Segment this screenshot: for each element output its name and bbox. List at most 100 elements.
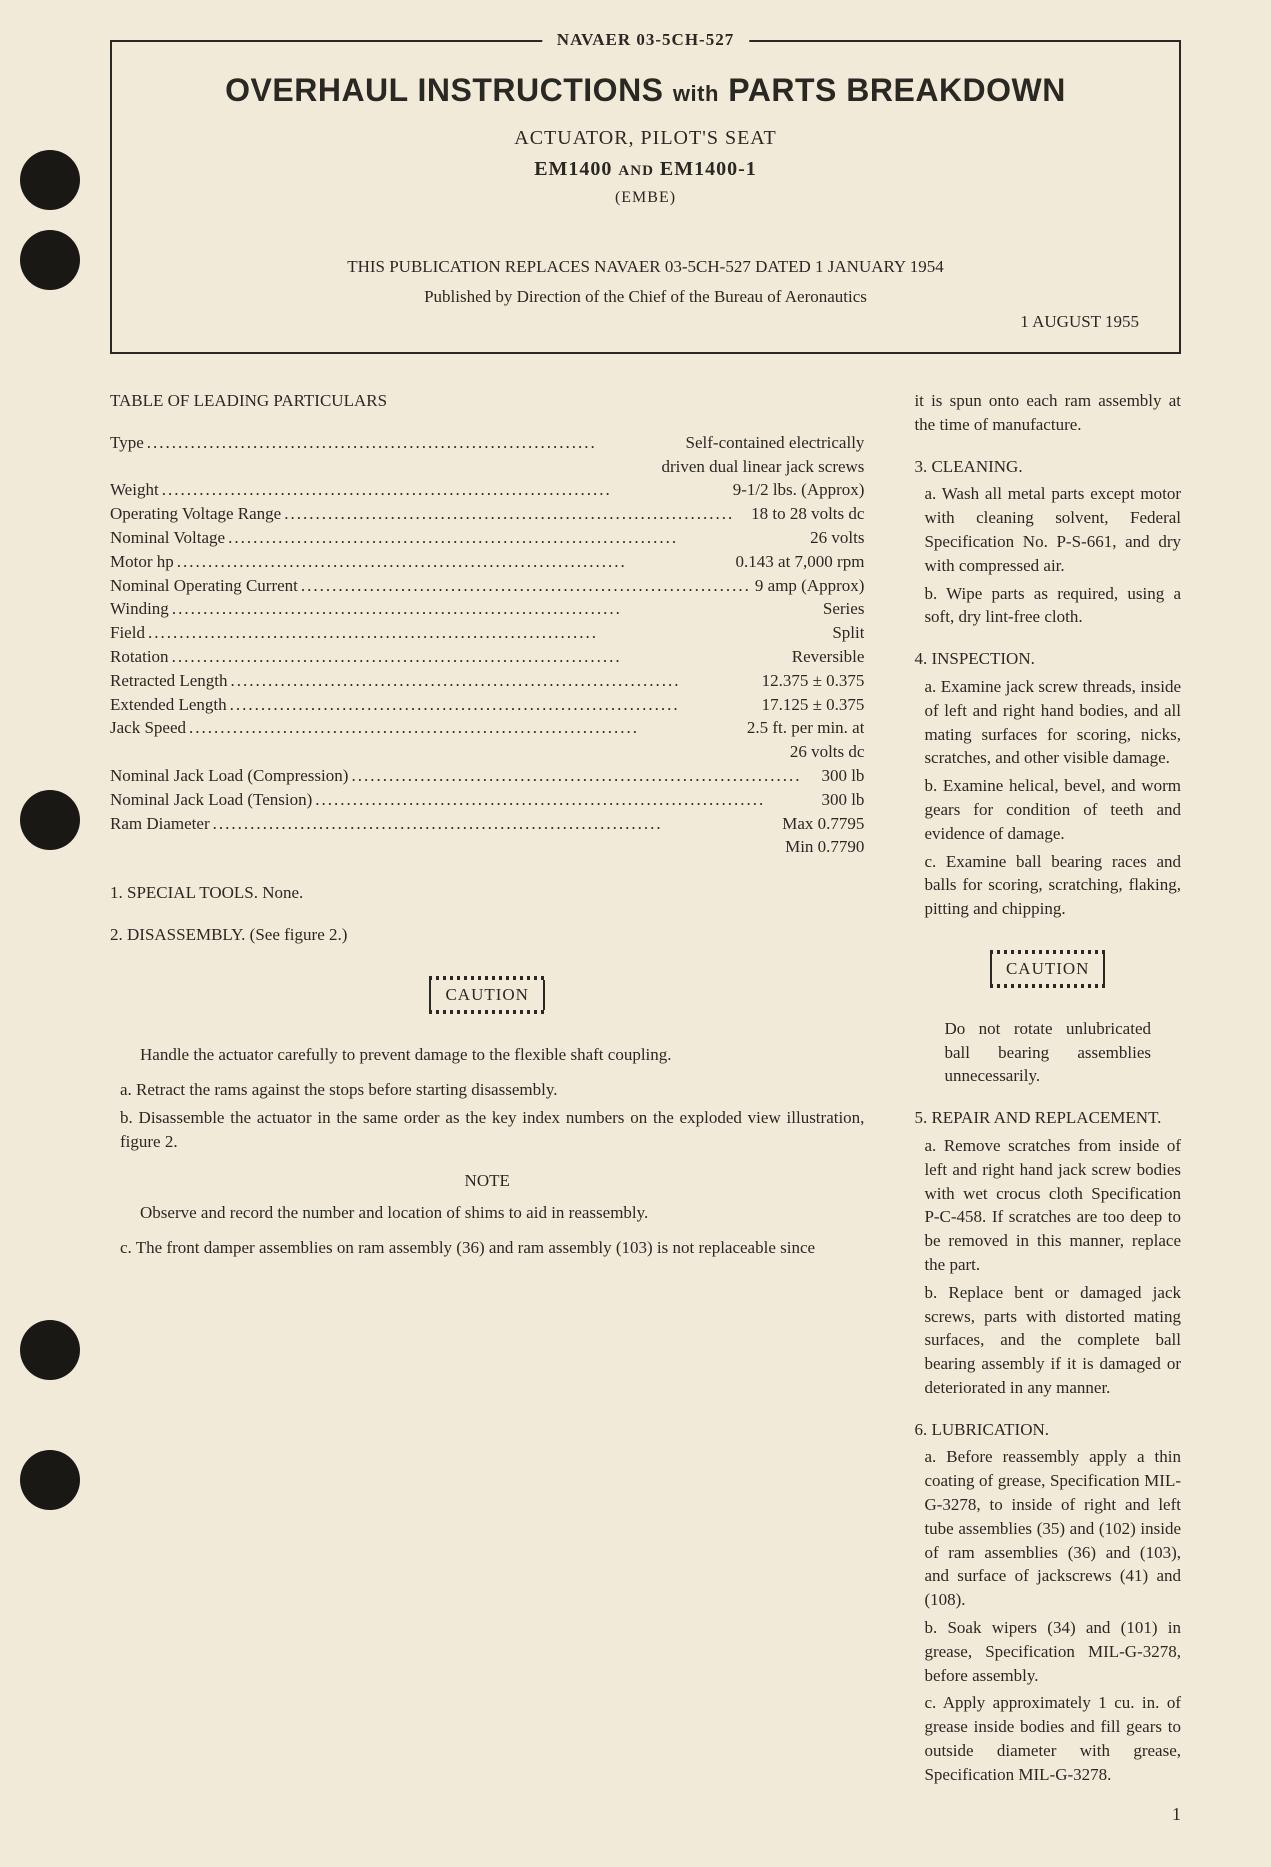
particular-row: Operating Voltage Range 18 to 28 volts dc <box>110 502 864 526</box>
section-6b: b. Soak wipers (34) and (101) in grease,… <box>914 1616 1181 1687</box>
particular-value: 9-1/2 lbs. (Approx) <box>729 478 865 502</box>
particular-row: Retracted Length 12.375 ± 0.375 <box>110 669 864 693</box>
title-part-2: PARTS BREAKDOWN <box>728 72 1066 108</box>
particular-value: 12.375 ± 0.375 <box>758 669 865 693</box>
section-3b: b. Wipe parts as required, using a soft,… <box>914 582 1181 630</box>
particular-label: Motor hp <box>110 550 627 574</box>
particular-continuation: 26 volts dc <box>110 740 864 764</box>
section-3: 3. CLEANING. <box>914 455 1181 479</box>
and-text: AND <box>618 163 654 179</box>
subtitle-mfr: (EMBE) <box>152 189 1139 207</box>
particular-continuation: driven dual linear jack screws <box>110 455 864 479</box>
particular-value: Max 0.7795 <box>778 812 864 836</box>
particular-row: Jack Speed 2.5 ft. per min. at <box>110 716 864 740</box>
particular-label: Extended Length <box>110 693 680 717</box>
section-4a: a. Examine jack screw threads, inside of… <box>914 675 1181 770</box>
right-column: it is spun onto each ram assembly at the… <box>914 389 1181 1827</box>
particular-label: Type <box>110 431 597 455</box>
section-2b: b. Disassemble the actuator in the same … <box>110 1106 864 1154</box>
subtitle-component: ACTUATOR, PILOT'S SEAT <box>152 127 1139 150</box>
page-number: 1 <box>914 1802 1181 1827</box>
note-text: Observe and record the number and locati… <box>110 1201 864 1225</box>
particulars-title: TABLE OF LEADING PARTICULARS <box>110 389 864 413</box>
particular-label: Ram Diameter <box>110 812 663 836</box>
caution-box-2: CAUTION <box>990 951 1106 987</box>
section-2c-cont: it is spun onto each ram assembly at the… <box>914 389 1181 437</box>
section-5: 5. REPAIR AND REPLACEMENT. <box>914 1106 1181 1130</box>
particular-label: Jack Speed <box>110 716 639 740</box>
particular-label: Nominal Operating Current <box>110 574 751 598</box>
publisher-line: Published by Direction of the Chief of t… <box>152 287 1139 307</box>
particular-row: Motor hp 0.143 at 7,000 rpm <box>110 550 864 574</box>
punch-hole <box>20 1320 80 1380</box>
section-1: 1. SPECIAL TOOLS. None. <box>110 881 864 905</box>
particular-label: Nominal Voltage <box>110 526 678 550</box>
particular-label: Retracted Length <box>110 669 681 693</box>
particular-row: Nominal Jack Load (Compression)300 lb <box>110 764 864 788</box>
section-5a: a. Remove scratches from inside of left … <box>914 1134 1181 1277</box>
punch-hole <box>20 1450 80 1510</box>
particular-continuation: Min 0.7790 <box>110 835 864 859</box>
model-1: EM1400 <box>534 158 612 180</box>
particular-row: Weight 9-1/2 lbs. (Approx) <box>110 478 864 502</box>
particular-value: Self-contained electrically <box>682 431 865 455</box>
section-2a: a. Retract the rams against the stops be… <box>110 1078 864 1102</box>
particular-value: Split <box>828 621 864 645</box>
model-2: EM1400-1 <box>660 158 757 180</box>
particular-row: Field Split <box>110 621 864 645</box>
section-4: 4. INSPECTION. <box>914 647 1181 671</box>
publication-date: 1 AUGUST 1955 <box>152 312 1139 332</box>
section-3a: a. Wash all metal parts except motor wit… <box>914 482 1181 577</box>
main-title: OVERHAUL INSTRUCTIONS with PARTS BREAKDO… <box>152 72 1139 109</box>
particular-label: Nominal Jack Load (Tension) <box>110 788 765 812</box>
particular-row: Winding Series <box>110 597 864 621</box>
section-2c: c. The front damper assemblies on ram as… <box>110 1236 864 1260</box>
particular-label: Rotation <box>110 645 622 669</box>
particular-value: 26 volts <box>806 526 864 550</box>
particular-row: Nominal Jack Load (Tension) 300 lb <box>110 788 864 812</box>
particular-row: Rotation Reversible <box>110 645 864 669</box>
particular-value: 17.125 ± 0.375 <box>758 693 865 717</box>
document-number: NAVAER 03-5CH-527 <box>542 30 749 50</box>
particular-value: 300 lb <box>817 788 864 812</box>
title-box: NAVAER 03-5CH-527 OVERHAUL INSTRUCTIONS … <box>110 40 1181 354</box>
particular-value: Series <box>819 597 865 621</box>
particular-value: 0.143 at 7,000 rpm <box>732 550 865 574</box>
note-wrap: NOTE <box>110 1169 864 1193</box>
particular-label: Weight <box>110 478 612 502</box>
particular-row: Nominal Operating Current9 amp (Approx) <box>110 574 864 598</box>
caution-text-2: Do not rotate unlubricated ball bearing … <box>914 1017 1181 1088</box>
body-content: TABLE OF LEADING PARTICULARS Type Self-co… <box>110 389 1181 1827</box>
particular-value: 18 to 28 volts dc <box>747 502 864 526</box>
particular-value: 2.5 ft. per min. at <box>743 716 865 740</box>
punch-hole <box>20 790 80 850</box>
left-column: TABLE OF LEADING PARTICULARS Type Self-co… <box>110 389 864 1827</box>
caution-wrap: CAUTION <box>110 962 864 1028</box>
section-4c: c. Examine ball bearing races and balls … <box>914 850 1181 921</box>
section-6: 6. LUBRICATION. <box>914 1418 1181 1442</box>
particular-row: Ram Diameter Max 0.7795 <box>110 812 864 836</box>
subtitle-models: EM1400 AND EM1400-1 <box>152 158 1139 181</box>
title-part-1: OVERHAUL INSTRUCTIONS <box>225 72 663 108</box>
particular-value: Reversible <box>788 645 865 669</box>
section-6a: a. Before reassembly apply a thin coatin… <box>914 1445 1181 1612</box>
particulars-table: Type Self-contained electricallydriven du… <box>110 431 864 859</box>
note-label: NOTE <box>465 1171 510 1190</box>
section-4b: b. Examine helical, bevel, and worm gear… <box>914 774 1181 845</box>
particular-row: Type Self-contained electrically <box>110 431 864 455</box>
punch-hole <box>20 230 80 290</box>
supersedes-line: THIS PUBLICATION REPLACES NAVAER 03-5CH-… <box>152 257 1139 277</box>
title-with: with <box>673 81 719 106</box>
particular-row: Extended Length 17.125 ± 0.375 <box>110 693 864 717</box>
particular-value: 9 amp (Approx) <box>751 574 865 598</box>
particular-label: Field <box>110 621 598 645</box>
caution-text: Handle the actuator carefully to prevent… <box>110 1043 864 1067</box>
particular-row: Nominal Voltage 26 volts <box>110 526 864 550</box>
caution-wrap-2: CAUTION <box>914 936 1181 1002</box>
punch-hole <box>20 150 80 210</box>
section-6c: c. Apply approximately 1 cu. in. of grea… <box>914 1691 1181 1786</box>
particular-label: Nominal Jack Load (Compression) <box>110 764 801 788</box>
section-2: 2. DISASSEMBLY. (See figure 2.) <box>110 923 864 947</box>
particular-label: Winding <box>110 597 622 621</box>
particular-label: Operating Voltage Range <box>110 502 734 526</box>
